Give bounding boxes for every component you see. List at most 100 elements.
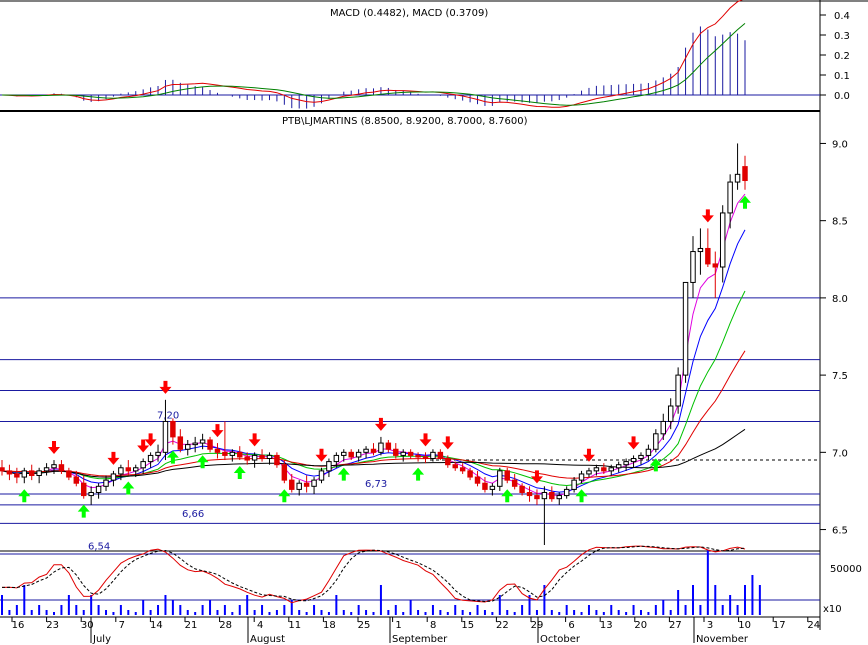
candle-body — [185, 444, 191, 450]
candle-body — [697, 247, 704, 253]
buy-arrow-icon — [501, 489, 514, 503]
candle-body — [497, 470, 503, 487]
buy-arrow-icon — [337, 467, 350, 481]
month-label: July — [92, 634, 111, 645]
candle-body — [407, 451, 414, 456]
candle-body — [266, 454, 273, 460]
x-tick-label: 29 — [531, 620, 544, 631]
candle-body — [623, 461, 629, 466]
macd-line — [1, 0, 743, 108]
candle-body — [274, 454, 280, 466]
candle-body — [586, 470, 592, 475]
x-tick-label: 23 — [46, 620, 59, 631]
candle-body — [207, 439, 213, 450]
candle-body — [378, 442, 384, 453]
candle-body — [214, 448, 221, 453]
candle-body — [303, 482, 310, 487]
price-tick-label: 7.5 — [832, 371, 848, 382]
macd-tick-label: 0.1 — [834, 71, 850, 82]
candle-body — [199, 439, 206, 444]
sell-arrow-icon — [107, 451, 120, 465]
macd-tick-label: 0.3 — [834, 31, 850, 42]
candle-body — [660, 420, 666, 435]
x-tick-label: 8 — [430, 620, 436, 631]
x-tick-label: 4 — [257, 620, 263, 631]
x-tick-label: 18 — [323, 620, 336, 631]
candle-body — [719, 212, 726, 268]
buy-arrow-icon — [166, 450, 179, 464]
oscillator-d-line — [1, 545, 746, 603]
moving-average-long — [1, 350, 746, 479]
candle-body — [36, 470, 42, 477]
candle-body — [422, 456, 429, 460]
candle-body — [556, 495, 562, 500]
candle-body — [133, 467, 139, 472]
level-label: 6,73 — [365, 479, 387, 490]
candle-body — [705, 247, 711, 265]
candle-body — [21, 470, 28, 478]
candle-body — [110, 473, 117, 481]
price-tick-label: 7.0 — [832, 448, 848, 459]
candle-body — [563, 488, 570, 497]
sell-arrow-icon — [48, 441, 61, 455]
candle-body — [155, 451, 161, 456]
candle-body — [727, 181, 733, 214]
sell-arrow-icon — [315, 448, 328, 462]
candle-body — [645, 448, 652, 456]
candle-body — [638, 454, 644, 460]
buy-arrow-icon — [18, 489, 31, 503]
candle-body — [474, 476, 481, 484]
candle-body — [571, 479, 577, 490]
candle-body — [393, 448, 399, 456]
candle-body — [222, 451, 228, 456]
x-tick-label: 27 — [669, 620, 682, 631]
price-tick-label: 8.0 — [832, 294, 848, 305]
candle-body — [630, 458, 637, 463]
price-panel-title: PTB\LJMARTINS (8.8500, 8.9200, 8.7000, 8… — [282, 116, 528, 127]
oscillator-panel: 50000 x10 — [0, 545, 862, 615]
candle-body — [237, 451, 243, 458]
x-tick-label: 24 — [807, 620, 820, 631]
x-tick-label: 30 — [81, 620, 94, 631]
candle-body — [192, 442, 198, 446]
candle-body — [526, 491, 533, 497]
candle-body — [95, 485, 102, 493]
buy-arrow-icon — [122, 481, 135, 495]
sell-arrow-icon — [137, 439, 150, 453]
candle-body — [608, 467, 614, 472]
candle-body — [88, 491, 94, 497]
volume-multiplier-label: x10 — [823, 604, 842, 615]
x-tick-label: 21 — [185, 620, 198, 631]
candle-body — [593, 467, 600, 472]
panel-frames — [0, 0, 868, 630]
candle-body — [66, 470, 72, 478]
buy-arrow-icon — [278, 489, 291, 503]
candle-body — [0, 467, 5, 472]
candle-body — [445, 458, 451, 466]
x-tick-label: 17 — [773, 620, 786, 631]
sell-arrow-icon — [211, 424, 224, 438]
candle-body — [363, 448, 369, 453]
x-tick-label: 28 — [219, 620, 232, 631]
candle-body — [385, 442, 392, 450]
buy-arrow-icon — [575, 489, 588, 503]
candle-body — [742, 166, 748, 182]
candle-body — [244, 456, 250, 461]
candle-body — [690, 251, 696, 283]
candle-body — [162, 420, 169, 453]
level-label: 6,54 — [88, 541, 110, 552]
candle-body — [675, 374, 681, 407]
x-tick-label: 3 — [707, 620, 713, 631]
candle-body — [578, 473, 585, 481]
candle-body — [734, 173, 741, 183]
candle-body — [504, 470, 510, 481]
x-tick-label: 1 — [395, 620, 401, 631]
candle-body — [549, 491, 555, 500]
month-label: November — [696, 634, 749, 645]
x-tick-label: 25 — [358, 620, 371, 631]
macd-panel-title: MACD (0.4482), MACD (0.3709) — [330, 8, 488, 19]
candle-body — [326, 461, 332, 472]
candle-body — [103, 479, 109, 487]
candle-body — [653, 433, 659, 450]
